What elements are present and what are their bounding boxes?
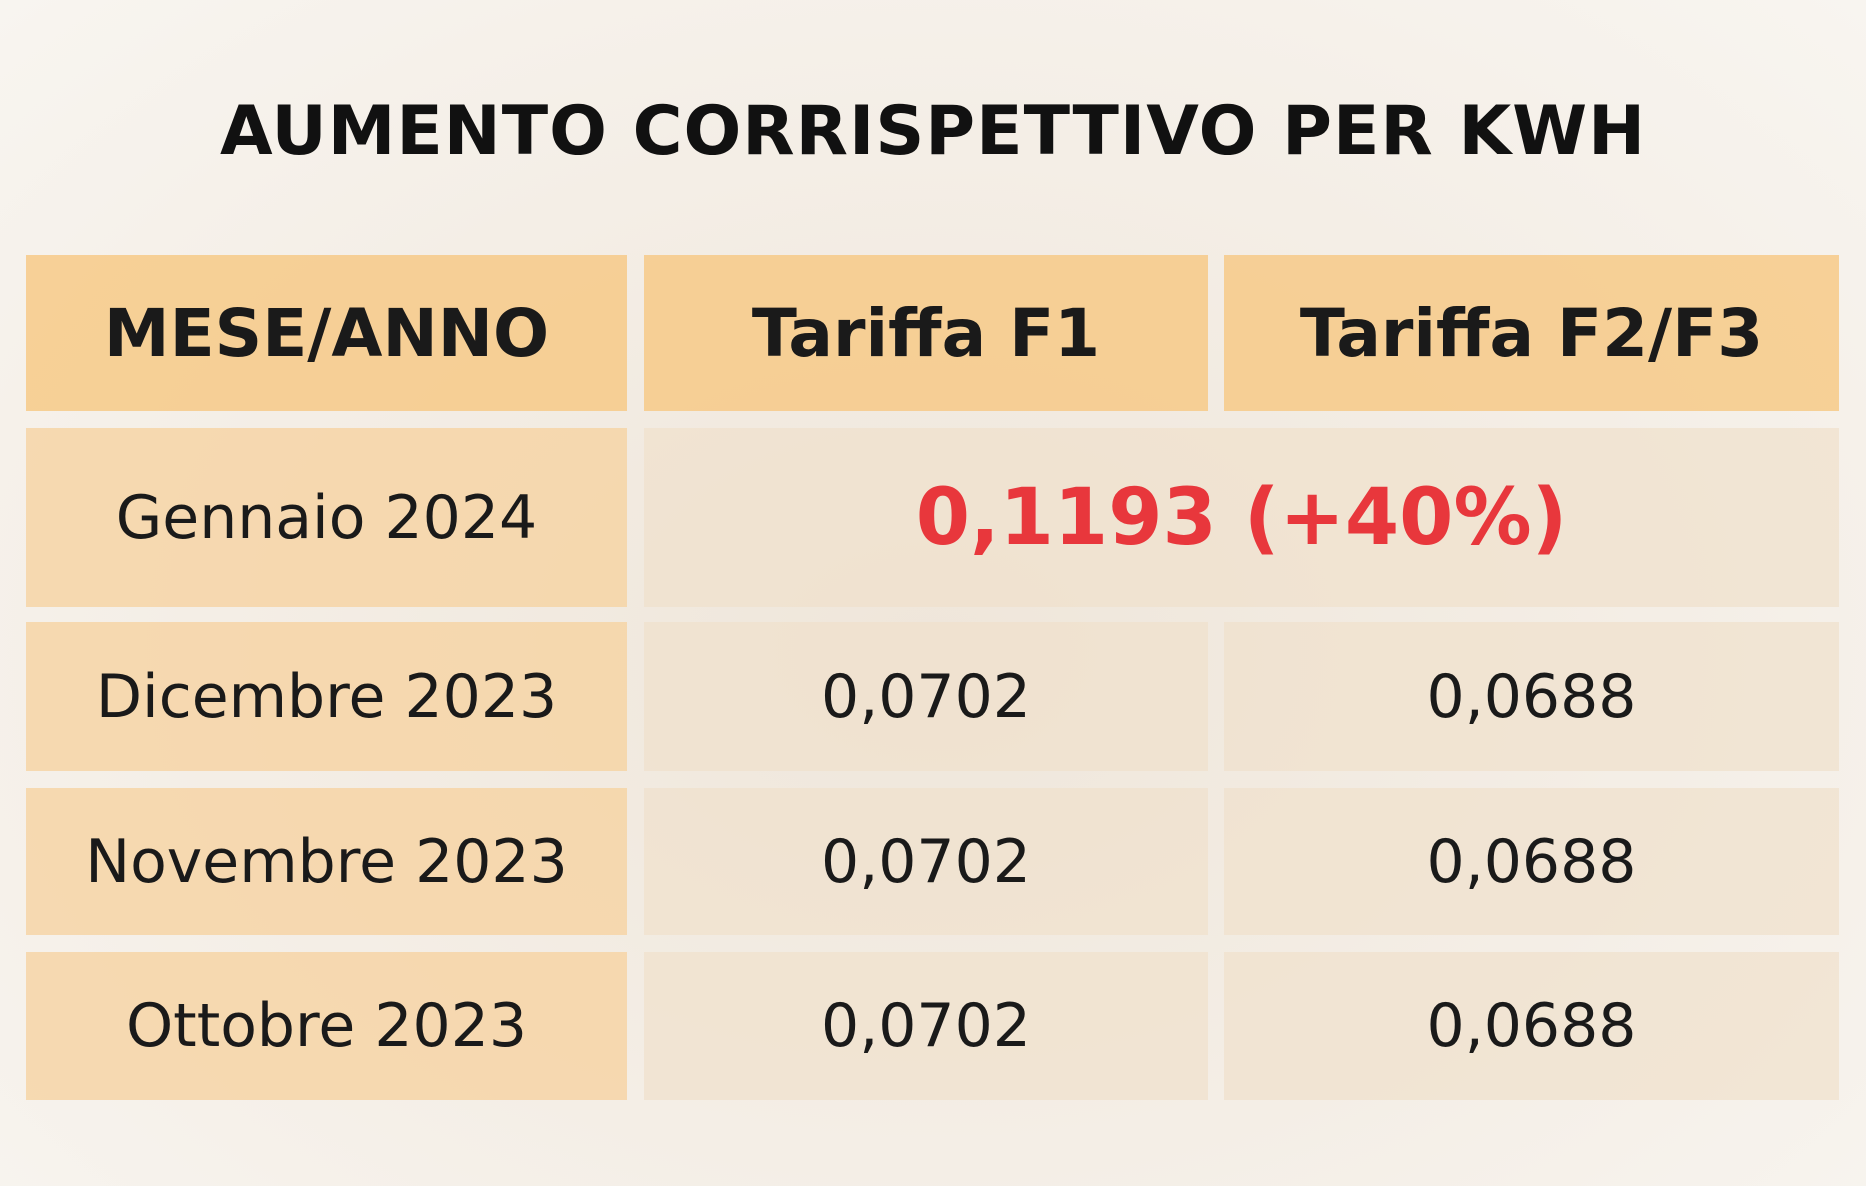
highlight-value: 0,1193 (+40%) xyxy=(644,428,1839,607)
month-cell: Gennaio 2024 xyxy=(26,428,627,607)
value-cell: 0,0688 xyxy=(1224,622,1839,771)
month-cell: Ottobre 2023 xyxy=(26,952,627,1100)
value-cell: 0,0688 xyxy=(1224,952,1839,1100)
value-cell: 0,0702 xyxy=(644,622,1208,771)
month-cell: Novembre 2023 xyxy=(26,788,627,935)
header-cell: Tariffa F1 xyxy=(644,255,1208,411)
header-cell: Tariffa F2/F3 xyxy=(1224,255,1839,411)
value-cell: 0,0702 xyxy=(644,952,1208,1100)
value-cell: 0,0688 xyxy=(1224,788,1839,935)
header-cell: MESE/ANNO xyxy=(26,255,627,411)
month-cell: Dicembre 2023 xyxy=(26,622,627,771)
title: AUMENTO CORRISPETTIVO PER KWH xyxy=(219,92,1647,171)
value-cell: 0,0702 xyxy=(644,788,1208,935)
